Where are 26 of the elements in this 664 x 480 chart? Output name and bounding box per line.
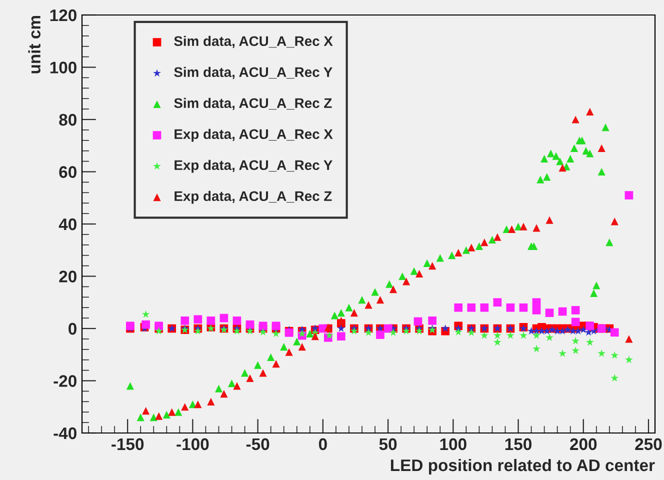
x-tick-label: 100 [440,438,466,450]
y-tick-label: 20 [59,270,76,282]
x-tick-label: 250 [635,438,662,450]
y-tick-label: 40 [58,218,76,230]
legend-label: Sim data, ACU_A_Rec X [174,36,333,48]
x-axis-title: LED position related to AD center [390,458,655,474]
y-tick-label: 60 [59,166,76,178]
legend-label: Exp data, ACU_A_Rec Y [174,160,332,173]
y-tick-label: -20 [54,375,76,387]
y-tick-label: 100 [50,62,76,74]
legend-label: Sim data, ACU_A_Rec Y [174,66,332,80]
y-tick-label: 120 [50,9,76,22]
x-tick-label: 150 [505,438,532,450]
legend-label: Exp data, ACU_A_Rec X [174,128,333,142]
y-tick-label: -40 [54,427,76,440]
y-axis-title: unit cm [28,16,40,74]
x-tick-label: -100 [176,438,209,450]
legend-label: Sim data, ACU_A_Rec Z [174,98,332,110]
x-tick-label: 0 [318,438,327,450]
x-tick-label: -50 [246,438,270,450]
x-tick-label: 200 [570,438,597,450]
x-tick-label: -150 [112,438,144,450]
y-tick-label: 80 [59,114,76,126]
legend-label: Exp data, ACU_A_Rec Z [174,190,332,204]
x-tick-label: 50 [379,438,397,450]
y-tick-label: 0 [68,322,76,335]
